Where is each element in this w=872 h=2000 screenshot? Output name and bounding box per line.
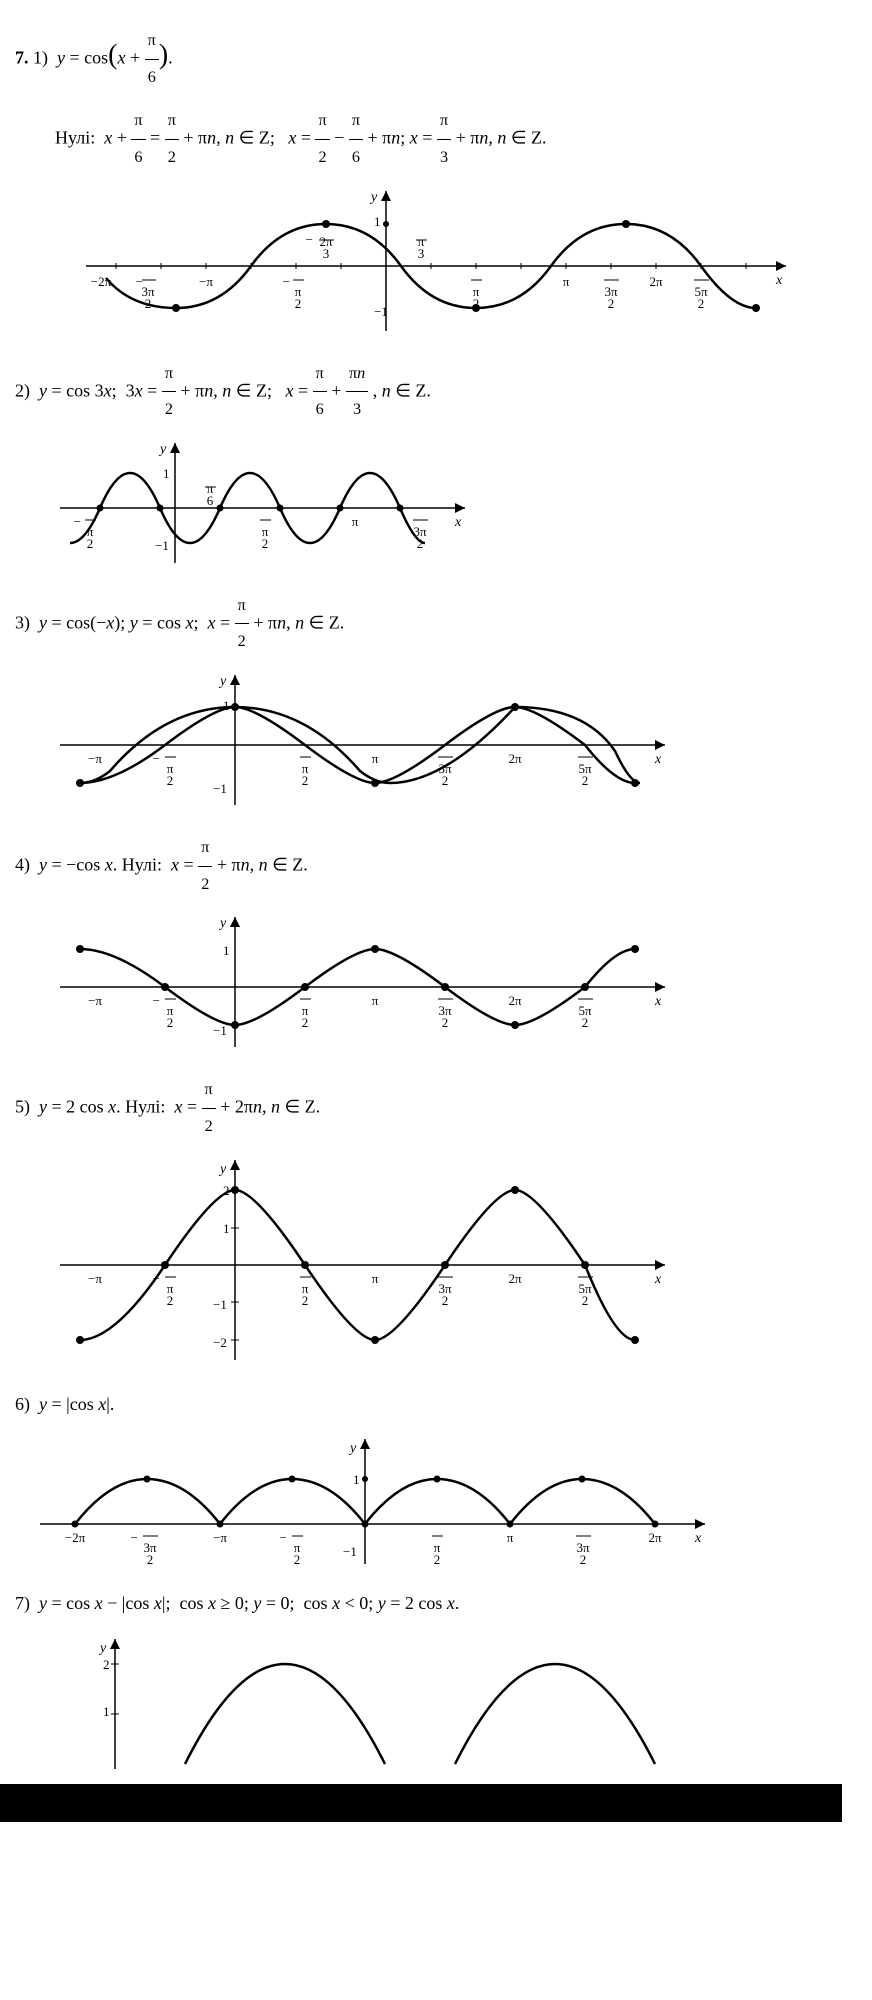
problem-number: 7. 1) bbox=[15, 47, 48, 67]
svg-text:−: − bbox=[280, 1530, 287, 1545]
svg-text:5π2: 5π2 bbox=[578, 1281, 592, 1308]
svg-text:π2: π2 bbox=[302, 1281, 309, 1308]
svg-text:y: y bbox=[348, 1441, 357, 1456]
svg-text:y: y bbox=[158, 442, 167, 457]
svg-text:−1: −1 bbox=[213, 1023, 227, 1038]
svg-text:−: − bbox=[136, 274, 143, 289]
svg-text:y: y bbox=[98, 1641, 107, 1656]
chart-5: x y −π π2 − π2 π 3π2 2π 5π2 2 1 −1 −2 bbox=[55, 1155, 675, 1375]
svg-text:1: 1 bbox=[374, 214, 381, 229]
svg-text:1: 1 bbox=[223, 943, 230, 958]
problem-2-text: 2) y = cos 3x; 3x = π2 + πn, n ∈ Z; x = … bbox=[15, 356, 857, 428]
svg-text:−π: −π bbox=[88, 751, 102, 766]
svg-text:5π2: 5π2 bbox=[578, 1003, 592, 1030]
svg-text:3π2: 3π2 bbox=[143, 1540, 157, 1567]
svg-text:−1: −1 bbox=[374, 304, 388, 319]
svg-text:−2π: −2π bbox=[65, 1530, 86, 1545]
svg-text:x: x bbox=[775, 273, 783, 288]
chart-1: x y −2π 3π2 − −π π2 − π2 π 3π2 2π 5π2 2π… bbox=[76, 186, 796, 346]
svg-text:1: 1 bbox=[223, 698, 230, 713]
svg-text:2π: 2π bbox=[649, 274, 663, 289]
svg-text:π2: π2 bbox=[295, 284, 302, 311]
svg-text:3π2: 3π2 bbox=[438, 1003, 452, 1030]
svg-text:y: y bbox=[218, 674, 227, 689]
svg-text:π2: π2 bbox=[294, 1540, 301, 1567]
svg-text:x: x bbox=[654, 752, 662, 767]
svg-text:2π: 2π bbox=[508, 1271, 522, 1286]
svg-text:π: π bbox=[507, 1530, 514, 1545]
svg-text:x: x bbox=[694, 1531, 702, 1546]
svg-text:−π: −π bbox=[88, 1271, 102, 1286]
svg-text:−: − bbox=[131, 1530, 138, 1545]
svg-text:3π2: 3π2 bbox=[438, 1281, 452, 1308]
problem-6-text: 6) y = |cos x|. bbox=[15, 1385, 857, 1425]
svg-text:3π2: 3π2 bbox=[604, 284, 618, 311]
svg-text:x: x bbox=[454, 515, 462, 530]
svg-text:x: x bbox=[654, 1272, 662, 1287]
svg-text:π2: π2 bbox=[167, 761, 174, 788]
svg-text:−π: −π bbox=[199, 274, 213, 289]
svg-text:1: 1 bbox=[223, 1221, 230, 1236]
svg-text:π6: π6 bbox=[207, 481, 214, 508]
svg-text:−: − bbox=[74, 514, 81, 529]
svg-text:π: π bbox=[372, 751, 379, 766]
svg-text:−: − bbox=[283, 274, 290, 289]
svg-text:5π2: 5π2 bbox=[578, 761, 592, 788]
svg-text:2π: 2π bbox=[648, 1530, 662, 1545]
svg-text:π2: π2 bbox=[167, 1003, 174, 1030]
problem-1-zeros: Нулі: x + π6 = π2 + πn, n ∈ Z; x = π2 − … bbox=[55, 103, 857, 175]
problem-7-text: 7) y = cos x − |cos x|; cos x ≥ 0; y = 0… bbox=[15, 1584, 857, 1624]
svg-text:π2: π2 bbox=[262, 524, 269, 551]
svg-text:y: y bbox=[218, 916, 227, 931]
problem-5-text: 5) y = 2 cos x. Нулі: x = π2 + 2πn, n ∈ … bbox=[15, 1072, 857, 1144]
svg-text:1: 1 bbox=[103, 1704, 110, 1719]
svg-text:2π: 2π bbox=[508, 751, 522, 766]
svg-text:−1: −1 bbox=[213, 781, 227, 796]
chart-4: x y −π π2 − π2 π 3π2 2π 5π2 1 −1 bbox=[55, 912, 675, 1062]
svg-text:π: π bbox=[372, 1271, 379, 1286]
svg-text:π2: π2 bbox=[302, 761, 309, 788]
svg-text:2: 2 bbox=[103, 1657, 110, 1672]
svg-text:2π: 2π bbox=[508, 993, 522, 1008]
svg-text:π2: π2 bbox=[302, 1003, 309, 1030]
problem-3-text: 3) y = cos(−x); y = cos x; x = π2 + πn, … bbox=[15, 588, 857, 660]
svg-text:3π2: 3π2 bbox=[576, 1540, 590, 1567]
svg-text:x: x bbox=[654, 994, 662, 1009]
svg-text:−: − bbox=[306, 232, 313, 247]
problem-1-text: 7. 1) y = cos(x + π6). bbox=[15, 23, 857, 95]
svg-text:π2: π2 bbox=[434, 1540, 441, 1567]
svg-text:−2: −2 bbox=[213, 1335, 227, 1350]
svg-text:2π3: 2π3 bbox=[319, 234, 333, 261]
chart-2: x y π2 − π6 π2 π 3π2 1 −1 bbox=[55, 438, 475, 578]
chart-3: x y −π π2 − π2 π 3π2 2π 5π2 1 −1 bbox=[55, 670, 675, 820]
svg-text:π: π bbox=[563, 274, 570, 289]
svg-text:π2: π2 bbox=[167, 1281, 174, 1308]
svg-text:−1: −1 bbox=[343, 1544, 357, 1559]
svg-text:π: π bbox=[352, 514, 359, 529]
bottom-blackbar bbox=[0, 1784, 842, 1822]
svg-text:1: 1 bbox=[353, 1472, 360, 1487]
chart-7-container: y 2 1 bbox=[15, 1634, 857, 1822]
chart-6: x y −2π 3π2 − −π π2 − π2 π 3π2 2π 1 −1 bbox=[35, 1434, 715, 1574]
svg-text:5π2: 5π2 bbox=[694, 284, 708, 311]
chart-7: y 2 1 bbox=[55, 1634, 675, 1774]
svg-text:−1: −1 bbox=[155, 538, 169, 553]
svg-text:−: − bbox=[153, 993, 160, 1008]
svg-text:π3: π3 bbox=[418, 234, 425, 261]
svg-text:−π: −π bbox=[88, 993, 102, 1008]
problem-4-text: 4) y = −cos x. Нулі: x = π2 + πn, n ∈ Z. bbox=[15, 830, 857, 902]
svg-text:π: π bbox=[372, 993, 379, 1008]
svg-text:y: y bbox=[369, 190, 378, 205]
svg-text:−1: −1 bbox=[213, 1297, 227, 1312]
svg-text:y: y bbox=[218, 1162, 227, 1177]
svg-text:−π: −π bbox=[213, 1530, 227, 1545]
svg-text:1: 1 bbox=[163, 466, 170, 481]
